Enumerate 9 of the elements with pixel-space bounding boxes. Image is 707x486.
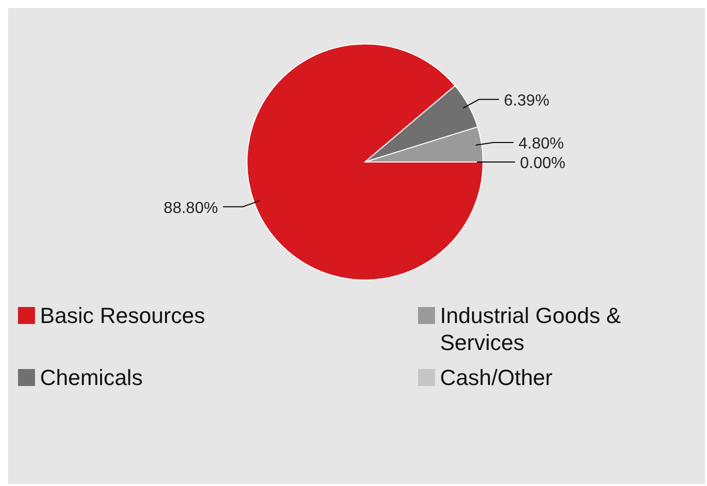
legend-label: Basic Resources <box>40 302 206 329</box>
text: 0.00% <box>520 155 566 172</box>
data-label: 88.80% <box>164 200 218 217</box>
legend-label: Cash/Other <box>440 364 554 391</box>
legend-label: Chemicals <box>40 364 144 391</box>
data-label: 6.39% <box>504 92 550 110</box>
legend-label: Industrial Goods & Services <box>440 302 622 356</box>
data-label: 4.80% <box>518 135 564 152</box>
pie-slice <box>246 44 484 280</box>
